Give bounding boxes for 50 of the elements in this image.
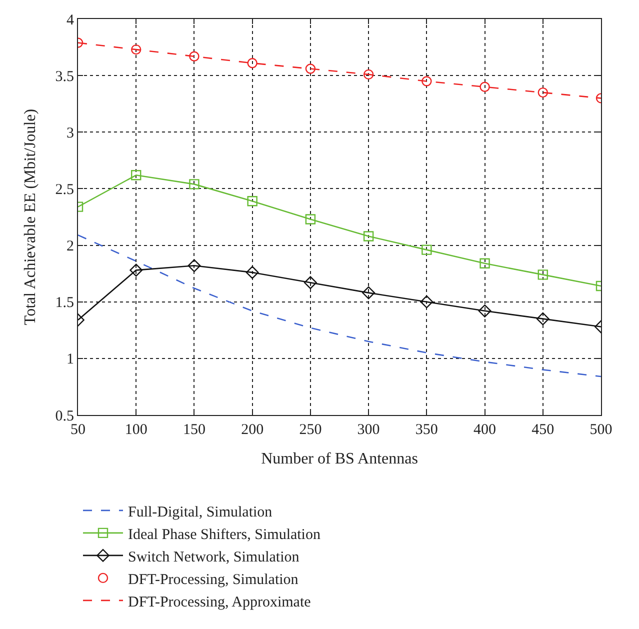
point xyxy=(189,179,200,190)
x-tick-label: 300 xyxy=(357,422,380,438)
y-tick-label: 2.5 xyxy=(55,182,74,198)
x-axis-title: Number of BS Antennas xyxy=(261,450,418,468)
point xyxy=(422,76,432,86)
y-axis-title: Total Achievable EE (Mbit/Joule) xyxy=(22,108,40,326)
point xyxy=(480,82,490,92)
point xyxy=(246,266,259,279)
point xyxy=(131,170,142,180)
legend-label: Full-Digital, Simulation xyxy=(128,504,273,520)
y-tick-label: 0.5 xyxy=(55,408,74,424)
x-tick-label: 400 xyxy=(474,422,496,438)
y-tick-label: 1 xyxy=(66,352,74,368)
point xyxy=(305,214,316,224)
point xyxy=(130,264,143,277)
legend-label: Ideal Phase Shifters, Simulation xyxy=(128,526,321,543)
point xyxy=(305,64,316,74)
legend-label: DFT-Processing, Simulation xyxy=(128,572,299,588)
point xyxy=(247,196,258,206)
point xyxy=(538,270,548,280)
point xyxy=(478,304,492,318)
line-series xyxy=(78,234,601,378)
point xyxy=(420,295,434,308)
point xyxy=(363,231,374,242)
x-tick-label: 450 xyxy=(532,422,554,438)
y-tick-label: 3.5 xyxy=(55,68,74,85)
point xyxy=(422,244,432,255)
x-tick-label: 250 xyxy=(299,422,322,438)
point xyxy=(363,69,374,80)
legend-label: Switch Network, Simulation xyxy=(128,549,300,566)
point xyxy=(131,44,142,55)
point xyxy=(536,312,550,326)
y-tick-label: 4 xyxy=(66,12,74,28)
point xyxy=(189,51,200,62)
point xyxy=(247,58,258,68)
point xyxy=(480,258,490,268)
point xyxy=(362,286,376,300)
x-tick-label: 150 xyxy=(182,422,206,438)
x-tick-label: 500 xyxy=(590,422,612,438)
point xyxy=(538,87,548,98)
x-tick-label: 50 xyxy=(70,422,86,438)
point xyxy=(304,276,317,290)
x-tick-label: 100 xyxy=(124,422,148,438)
point xyxy=(188,259,201,272)
legend-label: DFT-Processing, Approximate xyxy=(128,594,312,610)
x-tick-label: 350 xyxy=(415,422,438,438)
y-tick-label: 1.5 xyxy=(55,295,74,312)
x-tick-label: 200 xyxy=(241,422,264,438)
y-tick-label: 3 xyxy=(66,125,74,142)
y-tick-label: 2 xyxy=(66,238,74,255)
